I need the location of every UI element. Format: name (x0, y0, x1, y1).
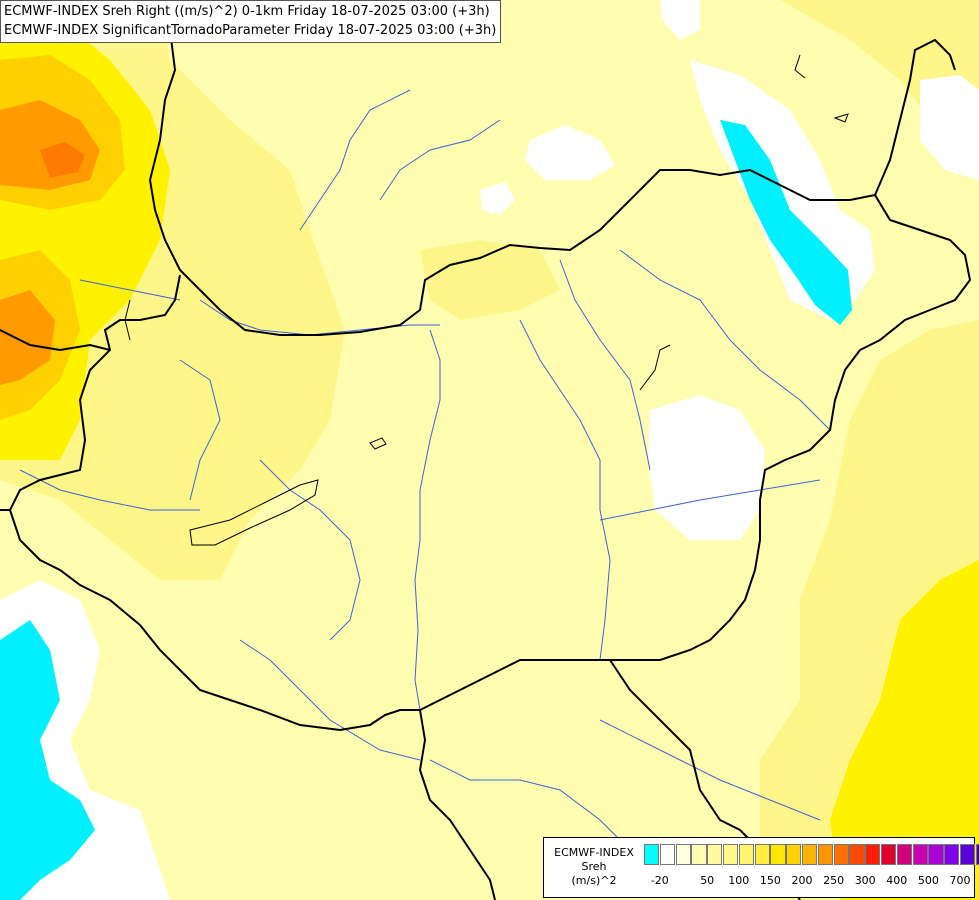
legend-tick-label: 400 (886, 874, 908, 887)
sreh-region-250 (40, 142, 85, 178)
legend-swatch (644, 844, 660, 865)
legend-swatch (817, 844, 834, 865)
sreh-region-negative-2 (0, 620, 95, 900)
legend-swatch (786, 844, 802, 865)
legend-swatch (865, 844, 881, 865)
legend-swatch (675, 844, 691, 865)
legend-swatch (691, 844, 707, 865)
legend-tick-label: 500 (917, 874, 939, 887)
sreh-region-neutral-4 (660, 0, 700, 40)
legend-swatch (707, 844, 723, 865)
legend-swatch (849, 844, 865, 865)
sreh-region-neutral-6 (920, 75, 979, 180)
header-line-stp: ECMWF-INDEX SignificantTornadoParameter … (4, 23, 497, 38)
small-lake-outline (369, 437, 387, 450)
legend-swatch (959, 844, 976, 865)
legend-tick-label: 700 (949, 874, 971, 887)
legend-tick-label: 150 (759, 874, 781, 887)
map-header: ECMWF-INDEX Sreh Right ((m/s)^2) 0-1km F… (0, 0, 502, 43)
legend-swatch (975, 844, 979, 865)
sreh-region-200-lower (0, 290, 55, 385)
legend-tick-label: 100 (728, 874, 750, 887)
legend-swatch (754, 844, 770, 865)
legend-swatch (738, 844, 755, 865)
legend-title-line3: (m/s)^2 (571, 874, 617, 887)
header-line-sreh: ECMWF-INDEX Sreh Right ((m/s)^2) 0-1km F… (4, 4, 490, 19)
legend-title: ECMWF-INDEX Sreh (m/s)^2 (548, 846, 640, 888)
rivers (19, 89, 831, 861)
legend-swatch (722, 844, 739, 865)
legend-tick-label: 300 (854, 874, 876, 887)
sreh-region-neutral-1 (648, 395, 765, 540)
legend-swatch (833, 844, 849, 865)
legend-title-line2: Sreh (581, 860, 607, 873)
sreh-region-neutral-3 (480, 182, 515, 215)
lake-outline (189, 479, 319, 546)
legend-swatch (896, 844, 913, 865)
legend-swatch (770, 844, 786, 865)
legend-tick-label: 250 (823, 874, 845, 887)
legend-tick-label: 50 (700, 874, 715, 887)
legend-tick-label: 200 (791, 874, 813, 887)
color-legend: ECMWF-INDEX Sreh (m/s)^2 -20 50 100 150 200 2… (543, 837, 979, 898)
regional-borders (124, 54, 849, 391)
sreh-region-50-center (420, 240, 560, 320)
legend-swatch (659, 844, 676, 865)
sreh-region-neutral-2 (525, 125, 615, 180)
legend-swatch (928, 844, 944, 865)
legend-color-bar (644, 844, 979, 865)
sreh-region-100-right (830, 560, 979, 900)
legend-tick-label: -20 (650, 874, 669, 887)
legend-swatch (912, 844, 928, 865)
legend-title-line1: ECMWF-INDEX (554, 846, 634, 859)
legend-swatch (880, 844, 897, 865)
legend-swatch (801, 844, 818, 865)
legend-swatch (944, 844, 960, 865)
